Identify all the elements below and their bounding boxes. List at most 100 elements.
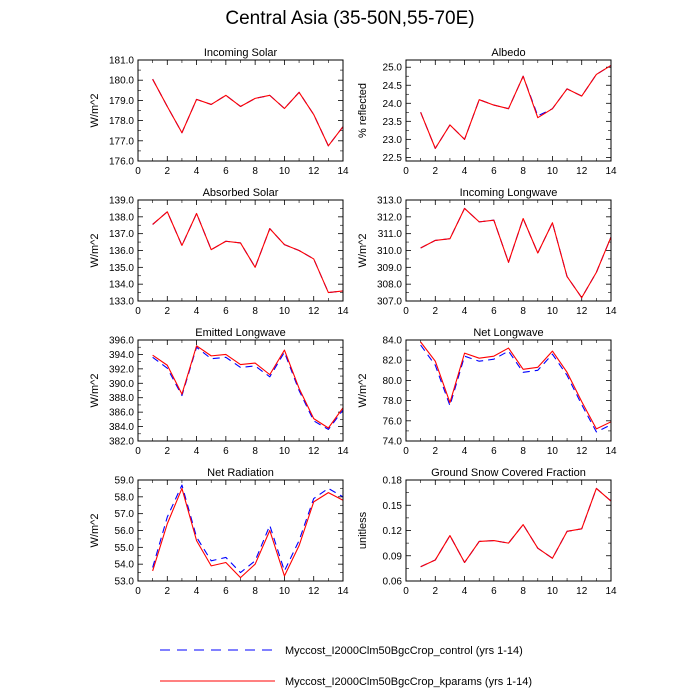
panel-4-ytick-label: 313.0 — [377, 196, 402, 207]
panel-6-xtick-label: 12 — [576, 446, 588, 457]
panel-7-ytick-label: 56.0 — [115, 526, 135, 537]
panel-2-xtick-label: 12 — [576, 166, 588, 177]
panel-4-series-control-line — [420, 207, 612, 299]
panel-4-xtick-label: 8 — [520, 306, 526, 317]
panel-8-ytick-label: 0.18 — [383, 476, 403, 487]
panel-3-xtick-label: 10 — [279, 306, 291, 317]
legend-label-control: Myccost_I2000Clm50BgcCrop_control (yrs 1… — [285, 645, 523, 657]
panel-7-xtick-label: 8 — [252, 586, 258, 597]
panel-8-xtick-label: 0 — [403, 586, 409, 597]
panel-4-series-kparams-line — [420, 207, 612, 299]
panel-8-series-kparams-line — [420, 487, 612, 568]
panel-1-ytick-label: 176.0 — [109, 157, 134, 168]
panel-5-ytick-label: 390.0 — [109, 379, 134, 390]
panel-5-xtick-label: 4 — [194, 446, 200, 457]
panel-1-ytick-label: 177.0 — [109, 136, 134, 147]
panel-5-ytick-label: 396.0 — [109, 336, 134, 347]
panel-4-title: Incoming Longwave — [460, 187, 558, 199]
panel-6-ytick-label: 74.0 — [383, 437, 403, 448]
panel-8-xtick-label: 6 — [491, 586, 497, 597]
panel-3-xtick-label: 2 — [165, 306, 171, 317]
panel-8-xtick-label: 4 — [462, 586, 468, 597]
panel-3-ytick-label: 138.0 — [109, 212, 134, 223]
panel-3-ytick-label: 135.0 — [109, 263, 134, 274]
panel-7-xtick-label: 10 — [279, 586, 291, 597]
panel-8-xtick-label: 10 — [547, 586, 559, 597]
panel-1-xtick-label: 0 — [135, 166, 141, 177]
panel-8-ylabel: unitless — [357, 511, 369, 549]
panel-6-xtick-label: 10 — [547, 446, 559, 457]
panel-2-xtick-label: 4 — [462, 166, 468, 177]
panel-5-xtick-label: 6 — [223, 446, 229, 457]
panel-3-ytick-label: 136.0 — [109, 246, 134, 257]
panel-6-ytick-label: 76.0 — [383, 416, 403, 427]
panel-3-xtick-label: 6 — [223, 306, 229, 317]
panel-5-ytick-label: 384.0 — [109, 422, 134, 433]
panel-7-title: Net Radiation — [207, 467, 274, 479]
panel-5-ylabel: W/m^2 — [89, 374, 101, 408]
panel-4-ytick-label: 312.0 — [377, 212, 402, 223]
panel-7-ytick-label: 58.0 — [115, 492, 135, 503]
panel-3-ytick-label: 139.0 — [109, 196, 134, 207]
panel-8-xtick-label: 2 — [433, 586, 439, 597]
panel-1-xtick-label: 8 — [252, 166, 258, 177]
panel-7-ytick-label: 59.0 — [115, 476, 135, 487]
panel-2-ytick-label: 25.0 — [383, 63, 403, 74]
panel-5-ytick-label: 392.0 — [109, 364, 134, 375]
panel-7-xtick-label: 4 — [194, 586, 200, 597]
panel-3-series-control-line — [152, 211, 344, 294]
panel-5-ytick-label: 388.0 — [109, 393, 134, 404]
panel-5-series-kparams-line — [152, 345, 344, 429]
panel-7-xtick-label: 6 — [223, 586, 229, 597]
panel-4-xtick-label: 2 — [433, 306, 439, 317]
panel-2-title: Albedo — [491, 47, 525, 59]
panel-1-xtick-label: 2 — [165, 166, 171, 177]
panel-5-xtick-label: 2 — [165, 446, 171, 457]
panel-1-xtick-label: 12 — [308, 166, 320, 177]
panel-1-series-kparams-line — [152, 78, 344, 147]
panel-1-ytick-label: 178.0 — [109, 116, 134, 127]
panel-6-xtick-label: 0 — [403, 446, 409, 457]
panel-7-ytick-label: 53.0 — [115, 577, 135, 588]
panel-1-xtick-label: 10 — [279, 166, 291, 177]
panel-3-ylabel: W/m^2 — [89, 234, 101, 268]
panel-6-series-kparams-line — [420, 341, 612, 430]
legend-label-kparams: Myccost_I2000Clm50BgcCrop_kparams (yrs 1… — [285, 676, 532, 688]
panel-6-frame — [405, 339, 612, 442]
panel-7-xtick-label: 12 — [308, 586, 320, 597]
panel-6-xtick-label: 14 — [605, 446, 617, 457]
panel-8-xtick-label: 12 — [576, 586, 588, 597]
panel-2-series-control-line — [420, 64, 612, 149]
panel-4-ylabel: W/m^2 — [357, 234, 369, 268]
panel-5-title: Emitted Longwave — [195, 327, 286, 339]
panel-5-xtick-label: 8 — [252, 446, 258, 457]
panel-8-ytick-label: 0.09 — [383, 551, 403, 562]
panel-2-xtick-label: 0 — [403, 166, 409, 177]
panel-3-ytick-label: 134.0 — [109, 280, 134, 291]
panel-2-xtick-label: 2 — [433, 166, 439, 177]
panel-7-series-control-line — [152, 484, 344, 574]
panel-5-xtick-label: 10 — [279, 446, 291, 457]
panel-1-series-control-line — [152, 78, 344, 147]
panel-1-ytick-label: 181.0 — [109, 56, 134, 67]
panel-6-xtick-label: 6 — [491, 446, 497, 457]
panel-1-xtick-label: 4 — [194, 166, 200, 177]
panel-5-frame — [137, 339, 344, 442]
panel-8-xtick-label: 8 — [520, 586, 526, 597]
panel-7-xtick-label: 14 — [337, 586, 349, 597]
panel-2-xtick-label: 10 — [547, 166, 559, 177]
panel-5-xtick-label: 14 — [337, 446, 349, 457]
panel-5-series-control-line — [152, 346, 344, 431]
panel-2-xtick-label: 6 — [491, 166, 497, 177]
panel-4-xtick-label: 12 — [576, 306, 588, 317]
panel-7-ytick-label: 55.0 — [115, 543, 135, 554]
panel-1-title: Incoming Solar — [204, 47, 278, 59]
panel-4-ytick-label: 307.0 — [377, 297, 402, 308]
panel-4-xtick-label: 0 — [403, 306, 409, 317]
panel-4-xtick-label: 4 — [462, 306, 468, 317]
panel-3-ytick-label: 133.0 — [109, 297, 134, 308]
panel-7-ytick-label: 54.0 — [115, 560, 135, 571]
panel-6-ytick-label: 80.0 — [383, 376, 403, 387]
panel-4-xtick-label: 14 — [605, 306, 617, 317]
panel-6-ytick-label: 82.0 — [383, 356, 403, 367]
